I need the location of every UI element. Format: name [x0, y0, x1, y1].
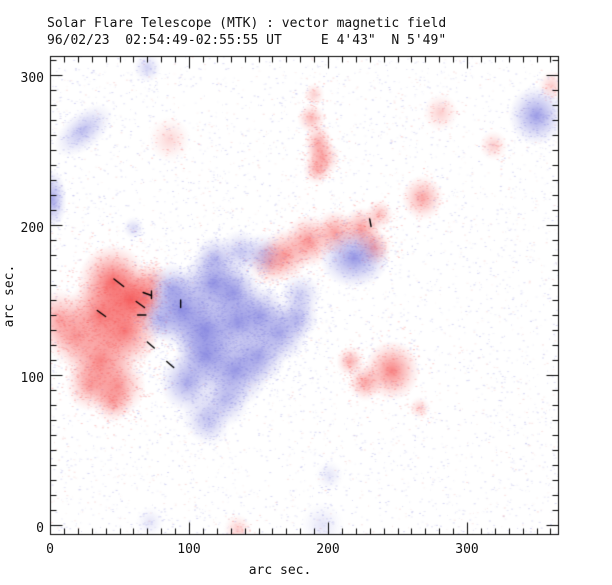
plot-subtitle: 96/02/23 02:54:49-02:55:55 UT E 4'43" N … [47, 33, 447, 48]
x-tick-label: 300 [455, 542, 479, 557]
y-axis-label: arc sec. [2, 264, 17, 328]
x-tick-label: 100 [177, 542, 201, 557]
y-tick-label: 200 [20, 221, 44, 236]
y-tick-label: 100 [20, 371, 44, 386]
x-tick-label: 0 [46, 542, 54, 557]
x-axis-label: arc sec. [248, 563, 312, 578]
y-tick-label: 0 [36, 521, 44, 536]
y-tick-label: 300 [20, 71, 44, 86]
x-tick-label: 200 [316, 542, 340, 557]
plot-title: Solar Flare Telescope (MTK) : vector mag… [47, 16, 447, 31]
